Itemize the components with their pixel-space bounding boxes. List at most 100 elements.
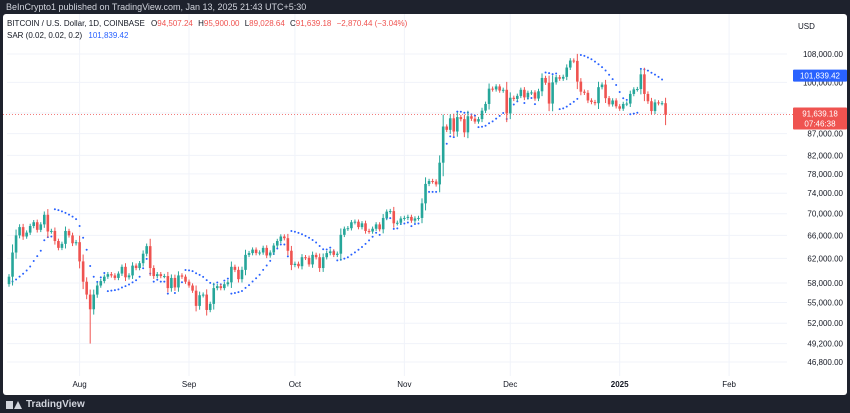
sar-dot <box>318 244 321 247</box>
candle-body <box>304 257 307 259</box>
sar-dot <box>625 98 628 101</box>
candle-body <box>275 241 279 246</box>
candlestick <box>187 279 191 288</box>
candlestick <box>290 245 293 271</box>
sar-dot <box>488 122 491 125</box>
price-axis[interactable]: USD 46,800.00 49,200.00 52,000.00 55,000.00… <box>798 22 844 367</box>
sar-dot <box>226 277 229 280</box>
candlestick <box>579 78 583 96</box>
sar-dot <box>96 280 99 283</box>
candlestick <box>625 101 629 107</box>
candlestick <box>138 260 141 271</box>
candlestick <box>516 93 519 102</box>
time-axis[interactable]: Aug Sep Oct Nov Dec 2025 Feb <box>72 380 736 389</box>
sar-dot <box>364 242 367 245</box>
candlestick <box>43 211 46 228</box>
candlestick <box>113 273 117 281</box>
candle-body <box>579 81 583 92</box>
candle-body <box>403 217 406 219</box>
candlestick <box>533 90 537 101</box>
candlestick <box>223 282 226 291</box>
time-tick-label: Aug <box>72 380 86 389</box>
sar-dot <box>57 209 60 212</box>
candle-body <box>244 254 247 270</box>
candle-body <box>95 285 99 295</box>
candle-body <box>265 247 268 256</box>
candlestick <box>170 274 173 292</box>
candlestick <box>378 222 381 232</box>
candle-body <box>283 236 286 239</box>
candlestick <box>106 271 110 279</box>
candle-body <box>226 282 230 285</box>
sar-dot <box>608 73 611 76</box>
candlestick <box>470 114 473 121</box>
candlestick <box>632 87 636 97</box>
candlestick <box>127 273 131 280</box>
candlestick <box>343 226 346 238</box>
sar-dot <box>361 245 363 248</box>
price-chart[interactable]: BITCOIN / U.S. Dollar, 1D, COINBASE O94,… <box>3 14 847 395</box>
candlestick <box>275 238 279 248</box>
sar-dot <box>368 239 371 242</box>
candle-body <box>611 100 614 105</box>
sar-dot <box>533 103 536 106</box>
sar-dot <box>135 279 138 282</box>
candlestick <box>67 228 71 238</box>
candle-body <box>618 106 621 109</box>
candlestick <box>18 224 21 239</box>
candle-body <box>526 92 530 98</box>
candlestick <box>643 67 646 102</box>
sar-dot <box>502 111 505 114</box>
grid-lines <box>7 14 787 376</box>
sar-dot <box>106 290 109 293</box>
sar-dot <box>29 265 32 268</box>
candle-body <box>67 230 71 236</box>
sar-dot <box>283 243 286 246</box>
sar-dot <box>75 218 78 221</box>
candlestick <box>508 92 512 120</box>
sar-dot <box>555 72 558 75</box>
candlestick <box>441 114 445 177</box>
svg-text:BITCOIN / U.S. Dollar, 1D, COI: BITCOIN / U.S. Dollar, 1D, COINBASE O94,… <box>7 19 408 28</box>
candle-body <box>170 277 173 289</box>
sar-dot <box>325 248 328 251</box>
candle-body <box>590 100 593 103</box>
candle-body <box>494 86 498 90</box>
sar-dot <box>311 238 314 241</box>
candle-body <box>427 181 431 184</box>
sar-dot <box>64 211 67 214</box>
candle-body <box>523 89 526 98</box>
candlestick <box>526 90 530 100</box>
sar-dot <box>350 253 353 256</box>
candlestick <box>593 99 597 106</box>
chart-panel[interactable]: BITCOIN / U.S. Dollar, 1D, COINBASE O94,… <box>3 14 847 395</box>
candlestick <box>438 155 441 193</box>
sar-dot <box>32 259 35 262</box>
candlestick <box>57 238 60 251</box>
candle-body <box>46 214 50 232</box>
legend-low: 89,028.64 <box>249 19 285 28</box>
candle-body <box>43 214 46 225</box>
sar-dot <box>322 248 325 251</box>
candle-body <box>544 77 547 83</box>
sar-dot <box>265 264 268 267</box>
candlestick <box>547 75 551 112</box>
sar-dot <box>375 231 378 234</box>
sar-dot <box>477 126 480 129</box>
candle-body <box>173 277 177 288</box>
sar-dot <box>142 267 145 270</box>
candlestick <box>621 101 625 111</box>
candle-body <box>441 126 445 163</box>
candle-body <box>124 266 127 278</box>
candlestick <box>406 214 410 221</box>
candle-body <box>367 230 371 232</box>
candlestick <box>583 89 586 96</box>
time-tick-label: Sep <box>182 380 197 389</box>
sar-dot <box>661 78 664 81</box>
sar-dot <box>435 190 438 193</box>
candlestick <box>261 245 265 255</box>
candle-body <box>120 266 124 274</box>
candle-body <box>385 211 389 218</box>
candle-body <box>413 218 417 221</box>
candle-body <box>268 252 272 256</box>
